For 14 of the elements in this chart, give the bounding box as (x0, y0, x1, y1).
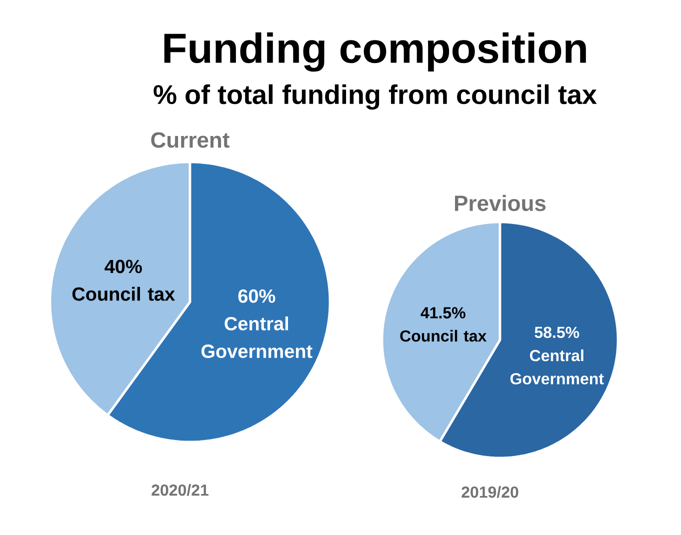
chart-subtitle: % of total funding from council tax (154, 84, 597, 110)
text: Current (151, 132, 230, 148)
slice-label: Council tax (72, 286, 175, 301)
data-label: 40% (104, 260, 142, 274)
slice-label: Central Government (510, 349, 604, 384)
data-label: 58.5% (534, 326, 580, 338)
chart-title: Funding composition (164, 32, 586, 72)
text: 2019/20 (462, 486, 518, 498)
text: 2020/21 (152, 484, 208, 496)
slice-label: Council tax (400, 330, 487, 342)
data-label: 60% (238, 289, 276, 303)
text: Previous (455, 194, 546, 212)
slice-label: Central Government (201, 316, 312, 358)
data-label: 41.5% (420, 307, 466, 318)
